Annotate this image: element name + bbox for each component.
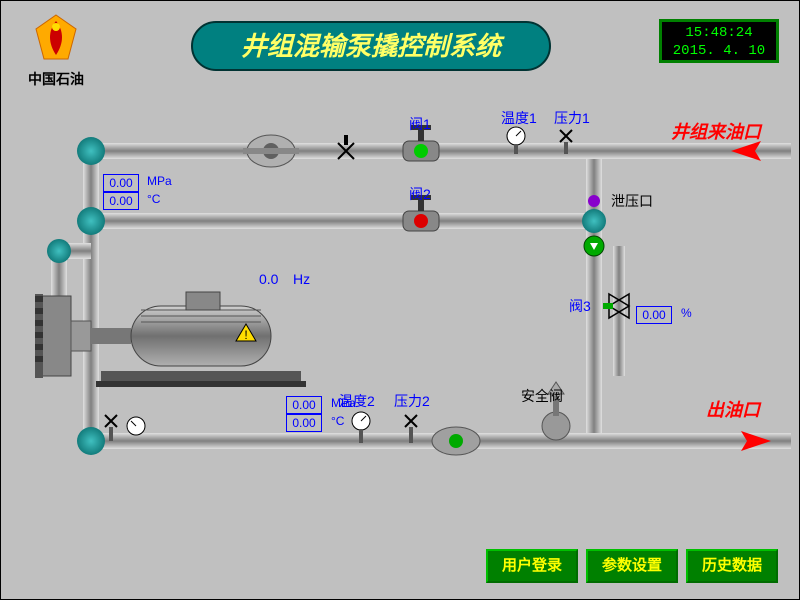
label-valve2: 阀2 <box>409 184 431 204</box>
label-relief: 泄压口 <box>611 191 653 211</box>
readout-valve3-pct: 0.00 <box>636 306 672 324</box>
label-press2: 压力2 <box>394 391 430 411</box>
petrochina-logo-icon <box>28 11 84 67</box>
clock-date: 2015. 4. 10 <box>662 42 776 60</box>
unit-mpa-1: MPa <box>147 174 172 188</box>
unit-mpa-2: MPa <box>331 396 356 410</box>
label-valve1: 阀1 <box>409 114 431 134</box>
label-press1: 压力1 <box>554 108 590 128</box>
unit-hz: Hz <box>293 271 310 287</box>
process-diagram: ! 阀1 阀2 阀3 温度1 压力1 温度2 压力2 安全阀 泄压口 井组来油口… <box>11 96 791 526</box>
label-temp1: 温度1 <box>501 108 537 128</box>
readout-in-press: 0.00 <box>103 174 139 192</box>
label-oil-in: 井组来油口 <box>671 118 761 144</box>
history-button[interactable]: 历史数据 <box>686 549 778 583</box>
page-title: 井组混输泵撬控制系统 <box>191 21 551 71</box>
readout-out-press: 0.00 <box>286 396 322 414</box>
label-safety: 安全阀 <box>521 386 563 406</box>
readout-in-temp: 0.00 <box>103 192 139 210</box>
clock: 15:48:24 2015. 4. 10 <box>659 19 779 63</box>
unit-pct: % <box>681 306 692 320</box>
label-valve3: 阀3 <box>569 296 591 316</box>
readout-out-temp: 0.00 <box>286 414 322 432</box>
svg-text:!: ! <box>244 328 247 342</box>
unit-c-1: °C <box>147 192 160 206</box>
params-button[interactable]: 参数设置 <box>586 549 678 583</box>
readout-freq: 0.0 <box>259 271 278 287</box>
logo-text: 中国石油 <box>16 69 96 89</box>
login-button[interactable]: 用户登录 <box>486 549 578 583</box>
label-oil-out: 出油口 <box>706 396 760 422</box>
clock-time: 15:48:24 <box>662 24 776 42</box>
logo: 中国石油 <box>16 11 96 89</box>
unit-c-2: °C <box>331 414 344 428</box>
